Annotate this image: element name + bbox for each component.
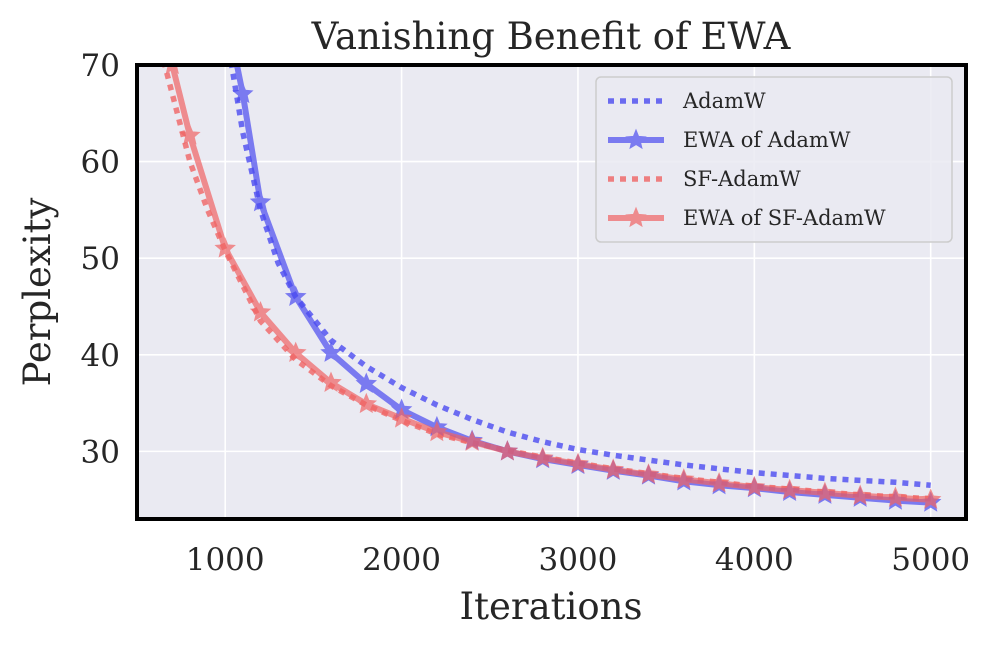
legend-label: SF-AdamW	[683, 167, 801, 191]
y-tick-label: 30	[81, 434, 120, 470]
legend: AdamW EWA of AdamW SF-AdamW EWA of SF-AdamW	[595, 76, 953, 243]
chart-title: Vanishing Benefit of EWA	[311, 15, 792, 58]
data-point	[284, 341, 307, 362]
x-tick-label: 3000	[539, 542, 618, 578]
y-tick-label: 40	[81, 338, 120, 374]
data-point	[884, 486, 907, 507]
y-tick-label: 70	[81, 48, 120, 84]
y-tick-label: 50	[81, 241, 120, 277]
data-point	[602, 458, 624, 479]
legend-entry	[608, 128, 664, 150]
data-point	[390, 407, 413, 428]
series-layer	[161, 65, 942, 512]
data-point	[461, 430, 483, 451]
x-tick-label: 4000	[715, 542, 794, 578]
data-point	[778, 478, 801, 500]
x-axis-label: Iterations	[460, 585, 643, 628]
legend-box	[595, 76, 953, 243]
data-point	[165, 65, 179, 75]
plot-frame	[135, 63, 968, 521]
y-tick-labels: 30 40 50 60 70	[81, 48, 120, 470]
data-point	[320, 341, 342, 362]
x-tick-label: 5000	[891, 542, 970, 578]
data-point	[426, 420, 448, 442]
data-point	[496, 440, 519, 461]
data-point	[531, 446, 554, 468]
data-point	[320, 371, 342, 392]
legend-entry	[608, 206, 664, 228]
y-axis-label: Perplexity	[16, 198, 59, 387]
data-point	[232, 82, 254, 104]
series-ewa-of-sf-adamw	[165, 65, 942, 509]
data-point	[814, 481, 836, 503]
data-point	[708, 472, 730, 493]
y-tick-label: 60	[81, 145, 120, 181]
data-point	[355, 392, 378, 414]
data-point	[743, 475, 766, 497]
x-tick-label: 2000	[362, 542, 441, 578]
legend-label: EWA of AdamW	[683, 128, 851, 152]
x-tick-label: 1000	[186, 542, 265, 578]
data-point	[919, 488, 942, 509]
data-point	[673, 468, 695, 489]
data-point	[249, 190, 272, 212]
data-point	[179, 124, 201, 145]
data-point	[284, 285, 307, 306]
data-point	[849, 484, 871, 505]
legend-label: EWA of SF-AdamW	[683, 206, 886, 230]
x-tick-labels: 1000 2000 3000 4000 5000	[186, 542, 970, 578]
legend-label: AdamW	[682, 89, 766, 113]
data-point	[214, 237, 236, 258]
data-point	[355, 372, 378, 393]
legend-marker	[625, 128, 647, 150]
data-point	[249, 301, 272, 322]
data-point	[567, 452, 589, 474]
data-point	[637, 463, 660, 484]
legend-marker	[625, 206, 647, 228]
